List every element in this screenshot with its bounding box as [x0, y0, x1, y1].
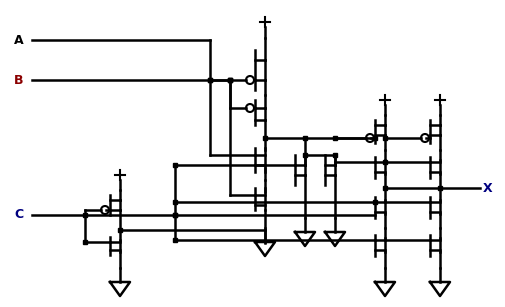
- Text: B: B: [14, 73, 24, 87]
- Text: X: X: [483, 181, 492, 195]
- Text: C: C: [14, 208, 23, 221]
- Text: A: A: [14, 33, 24, 46]
